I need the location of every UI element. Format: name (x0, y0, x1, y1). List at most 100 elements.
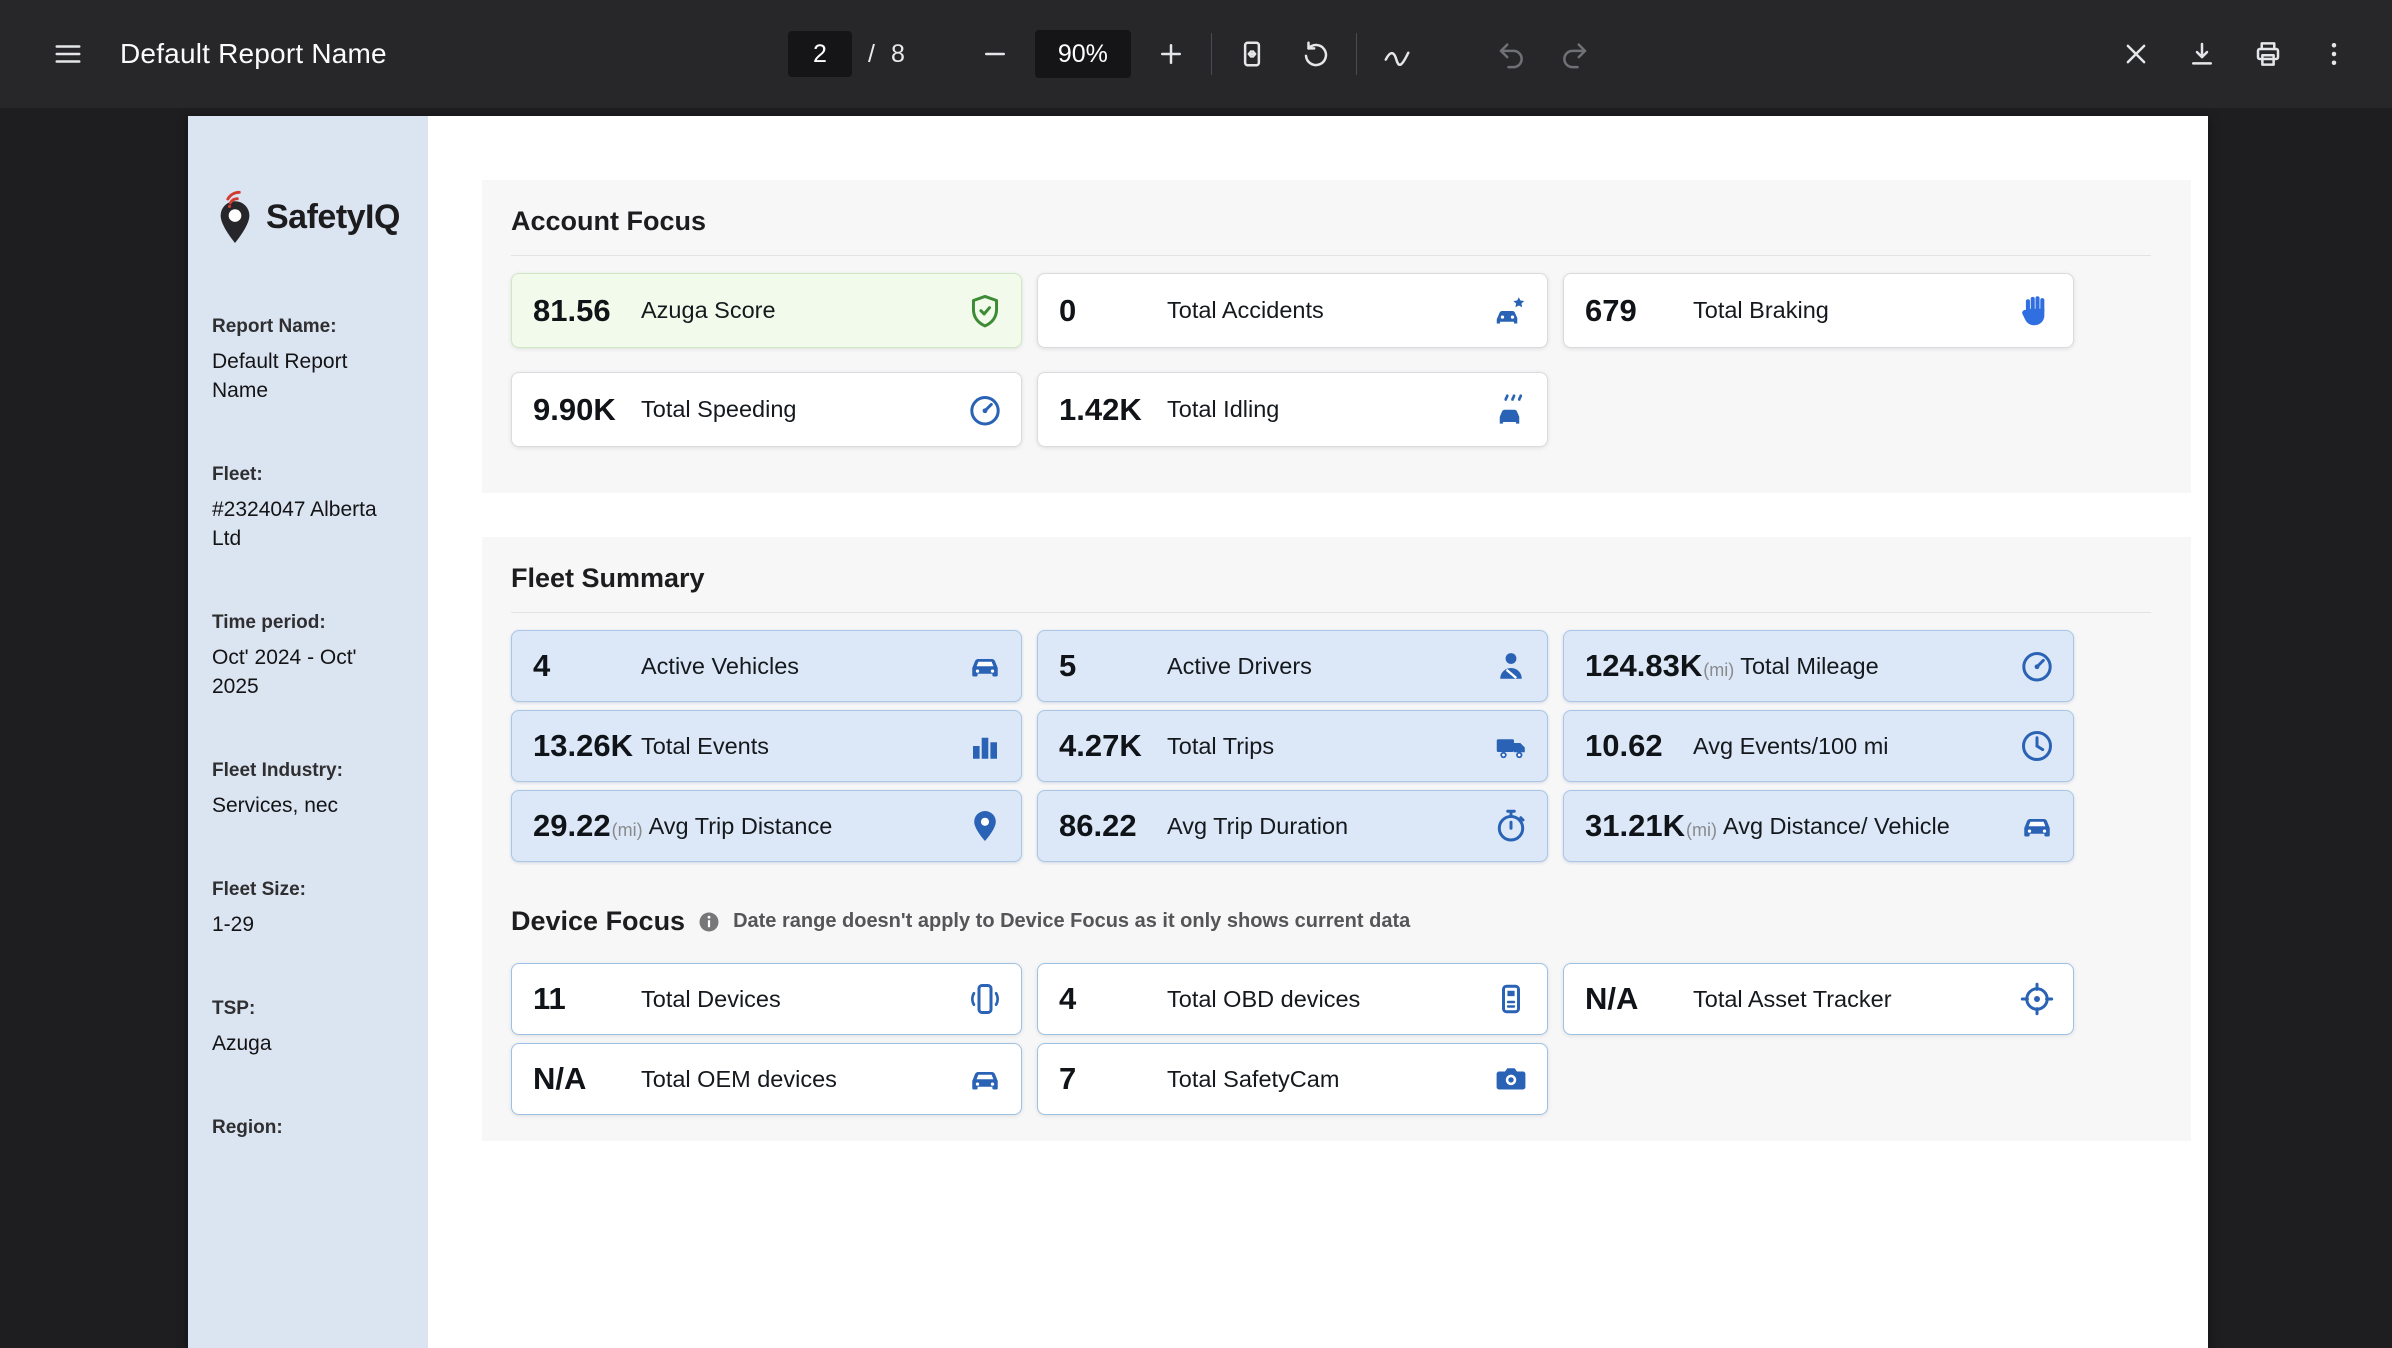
map-pin-icon (967, 808, 1003, 844)
camera-icon (1493, 1061, 1529, 1097)
rotate-button[interactable] (1292, 30, 1340, 78)
stopwatch-icon (1493, 808, 1529, 844)
metric-label: Active Vehicles (641, 652, 800, 679)
sidebar-field-fleet-size: Fleet Size: 1-29 (212, 879, 402, 940)
field-value: Oct' 2024 - Oct' 2025 (212, 645, 357, 698)
trip-truck-icon (1493, 728, 1529, 764)
shield-icon (967, 293, 1003, 329)
metric-card-active-vehicles: 4 Active Vehicles (511, 630, 1022, 702)
metric-value: 11 (533, 981, 566, 1016)
metric-card-total-mileage: 124.83K (mi) Total Mileage (1563, 630, 2074, 702)
hand-icon (2019, 293, 2055, 329)
hamburger-icon (53, 39, 83, 69)
metric-card-total-accidents: 0 Total Accidents (1037, 273, 1548, 348)
fleet-summary-section: Fleet Summary 4 Active Vehicles 5 Active… (482, 537, 2191, 1141)
car-icon (2019, 808, 2055, 844)
metric-label: Azuga Score (641, 297, 776, 323)
page-total: 8 (890, 39, 905, 68)
field-value: Default Report Name (212, 350, 348, 402)
field-label: Fleet: (212, 463, 263, 485)
info-icon (697, 910, 721, 934)
report-sidebar: SafetyIQ Report Name: Default Report Nam… (188, 116, 428, 1348)
metric-value: 4 (1059, 981, 1077, 1016)
page-number-input[interactable] (788, 31, 852, 77)
metric-card-total-asset-tracker: N/A Total Asset Tracker (1563, 963, 2074, 1035)
metric-value: 81.56 (533, 292, 611, 328)
metric-card-total-events: 13.26K Total Events (511, 710, 1022, 782)
annotate-button[interactable] (1373, 30, 1421, 78)
metric-label: Active Drivers (1167, 652, 1312, 679)
close-button[interactable] (2112, 30, 2160, 78)
zoom-in-button[interactable] (1147, 30, 1195, 78)
vibrating-phone-icon (967, 981, 1003, 1017)
metric-value: 9.90K (533, 391, 616, 427)
fit-page-icon (1237, 39, 1267, 69)
metric-value: 4.27K (1059, 728, 1142, 763)
metric-value: 5 (1059, 648, 1077, 683)
fit-page-button[interactable] (1228, 30, 1276, 78)
metric-label: Total Events (641, 732, 770, 759)
device-focus-note: Date range doesn't apply to Device Focus… (733, 910, 1411, 932)
pdf-toolbar: Default Report Name / 8 90% (0, 0, 2392, 108)
logo-text: SafetyIQ (266, 197, 400, 236)
minus-icon (980, 39, 1010, 69)
metric-label: Total Asset Tracker (1693, 985, 1892, 1012)
device-focus-header: Device Focus Date range doesn't apply to… (511, 906, 2163, 937)
menu-button[interactable] (44, 30, 92, 78)
field-label: Fleet Industry: (212, 759, 343, 781)
metric-label: Avg Trip Duration (1167, 812, 1349, 839)
toolbar-divider (1210, 33, 1212, 75)
driver-icon (1493, 648, 1529, 684)
report-page: SafetyIQ Report Name: Default Report Nam… (188, 116, 2208, 1348)
section-divider (511, 255, 2151, 256)
location-pin-signal-icon (212, 188, 258, 246)
gps-target-icon (2019, 981, 2055, 1017)
metric-value: 10.62 (1585, 728, 1663, 763)
metric-card-azuga-score: 81.56 Azuga Score (511, 273, 1022, 348)
download-button[interactable] (2178, 30, 2226, 78)
sidebar-field-fleet-industry: Fleet Industry: Services, nec (212, 760, 402, 821)
plus-icon (1156, 39, 1186, 69)
metric-value: 124.83K (1585, 648, 1703, 683)
field-label: Time period: (212, 611, 326, 633)
field-value: #2324047 Alberta Ltd (212, 497, 377, 550)
safetyiq-logo: SafetyIQ (212, 188, 402, 246)
zoom-level[interactable]: 90% (1034, 30, 1131, 78)
metric-label: Avg Distance/ Vehicle (1722, 812, 1950, 839)
field-label: Report Name: (212, 316, 337, 337)
car-icon (967, 648, 1003, 684)
metric-card-total-safetycam: 7 Total SafetyCam (1037, 1043, 1548, 1115)
clock-icon (2019, 728, 2055, 764)
metric-card-avg-events: 10.62 Avg Events/100 mi (1563, 710, 2074, 782)
toolbar-divider (1355, 33, 1357, 75)
print-button[interactable] (2244, 30, 2292, 78)
metric-card-avg-trip-distance: 29.22 (mi) Avg Trip Distance (511, 790, 1022, 862)
section-title: Account Focus (511, 206, 707, 236)
sidebar-field-time-period: Time period: Oct' 2024 - Oct' 2025 (212, 612, 402, 702)
sidebar-field-tsp: TSP: Azuga (212, 998, 402, 1059)
metric-value: 0 (1059, 292, 1077, 328)
redo-button[interactable] (1551, 30, 1599, 78)
field-value: Services, nec (212, 793, 339, 817)
metric-value: 31.21K (1585, 808, 1685, 843)
section-divider (511, 612, 2151, 613)
zoom-out-button[interactable] (971, 30, 1019, 78)
more-options-button[interactable] (2310, 30, 2358, 78)
undo-button[interactable] (1487, 30, 1535, 78)
metric-card-avg-distance-vehicle: 31.21K (mi) Avg Distance/ Vehicle (1563, 790, 2074, 862)
document-title: Default Report Name (120, 38, 387, 69)
metric-card-total-devices: 11 Total Devices (511, 963, 1022, 1035)
metric-label: Avg Trip Distance (648, 812, 833, 839)
field-label: TSP: (212, 997, 256, 1019)
metric-label: Avg Events/100 mi (1693, 732, 1889, 759)
sidebar-field-fleet: Fleet: #2324047 Alberta Ltd (212, 464, 402, 554)
close-icon (2121, 39, 2151, 69)
section-title: Device Focus (511, 906, 686, 936)
bar-chart-icon (967, 728, 1003, 764)
metric-card-total-oem: N/A Total OEM devices (511, 1043, 1022, 1115)
metric-value: 29.22 (533, 808, 611, 843)
speedometer-icon (967, 392, 1003, 428)
print-icon (2253, 39, 2283, 69)
account-focus-section: Account Focus 81.56 Azuga Score 0 Total … (482, 180, 2191, 493)
metric-label: Total Devices (641, 985, 781, 1012)
